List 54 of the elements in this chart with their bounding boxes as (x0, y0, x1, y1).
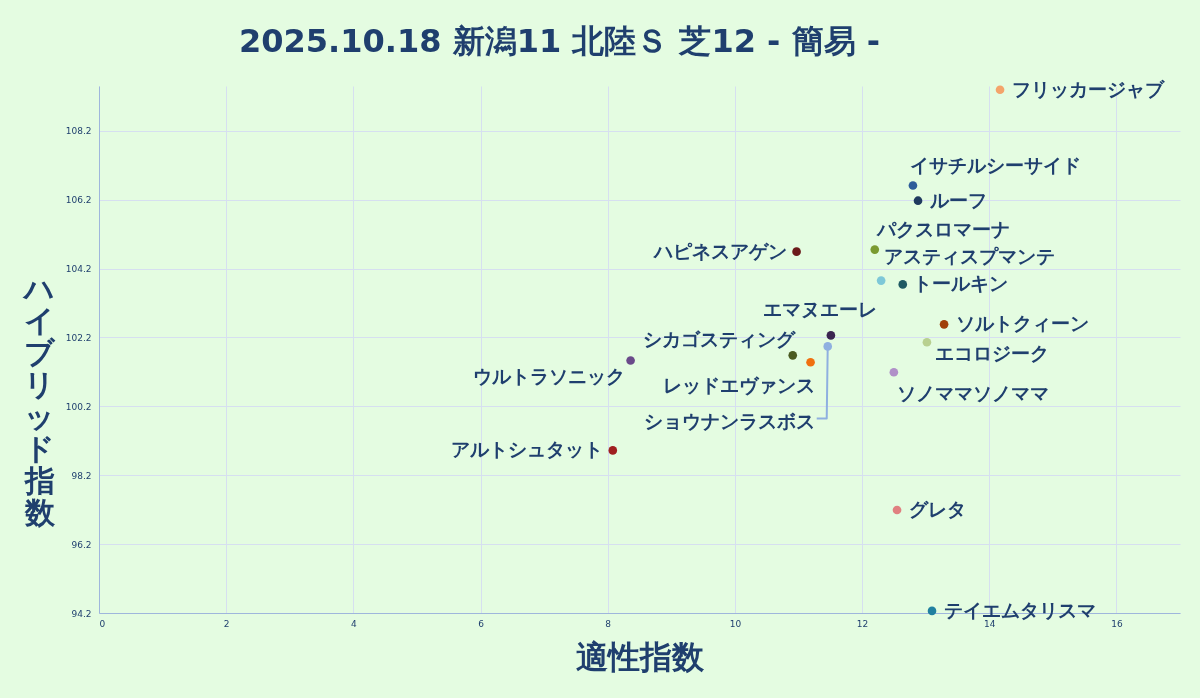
point (913, 196, 923, 206)
series-label: グレタ (909, 498, 967, 521)
series-label: ハピネスアゲン (651, 239, 787, 262)
point (922, 337, 932, 347)
series-label: フリッカージャブ (1012, 77, 1166, 100)
chart-title: 2025.10.18 新潟11 北陸Ｓ 芝12 - 簡易 - (239, 21, 880, 60)
point (870, 245, 880, 254)
y-tick-label: 102.2 (65, 332, 92, 343)
text: ショウナンラスボス (643, 410, 815, 433)
y-tick-label: 104.2 (65, 264, 92, 275)
series-label: テイエムタリスマ (944, 598, 1097, 621)
point (876, 276, 886, 285)
y-axis-title: ハイブリッド指数 (22, 271, 56, 530)
series-label: ソノママソノママ (896, 382, 1049, 405)
point (608, 446, 618, 455)
y-tick-label: 98.2 (71, 470, 92, 481)
point (626, 356, 635, 365)
series-label: ソルトクィーン (956, 312, 1090, 335)
point (939, 320, 949, 329)
series-label: イサチルシーサイド (909, 153, 1081, 176)
x-tick-label: 4 (350, 618, 357, 629)
series-label: アルトシュタット (450, 438, 603, 461)
point (788, 351, 798, 360)
x-tick-label: 2 (223, 618, 230, 629)
x-tick-label: 6 (478, 618, 485, 629)
series-label: ウルトラソニック (472, 364, 625, 387)
series-label: レッドエヴァンス (662, 374, 815, 397)
x-tick-label: 12 (856, 618, 869, 629)
x-tick-label: 14 (984, 618, 996, 629)
series-label: パクスロマーナ (875, 217, 1010, 240)
x-axis-title: 適性指数 (576, 637, 705, 676)
x-tick-label: 10 (729, 618, 742, 629)
series-label: トールキン (912, 272, 1008, 295)
point (995, 85, 1005, 95)
y-tick-label: 100.2 (65, 401, 92, 412)
y-tick-label: 106.2 (65, 195, 92, 206)
series-label: シカゴスティング (642, 328, 796, 351)
series-label: エマヌエーレ (762, 298, 877, 321)
x-tick-label: 16 (1111, 618, 1123, 629)
y-tick-label: 94.2 (71, 608, 92, 619)
series-label: エコロジーク (934, 342, 1049, 365)
x-tick-label: 8 (605, 618, 612, 629)
x-tick-label: 0 (99, 618, 106, 629)
y-tick-label: 108.2 (65, 126, 92, 137)
series-label: アスティスプマンテ (884, 244, 1056, 267)
point (927, 606, 937, 616)
point (898, 280, 908, 289)
y-tick-label: 96.2 (71, 539, 92, 550)
point (908, 181, 918, 190)
series-label: ルーフ (929, 188, 988, 211)
point (792, 247, 801, 256)
point (826, 331, 836, 340)
point (806, 357, 815, 367)
point (889, 367, 899, 377)
